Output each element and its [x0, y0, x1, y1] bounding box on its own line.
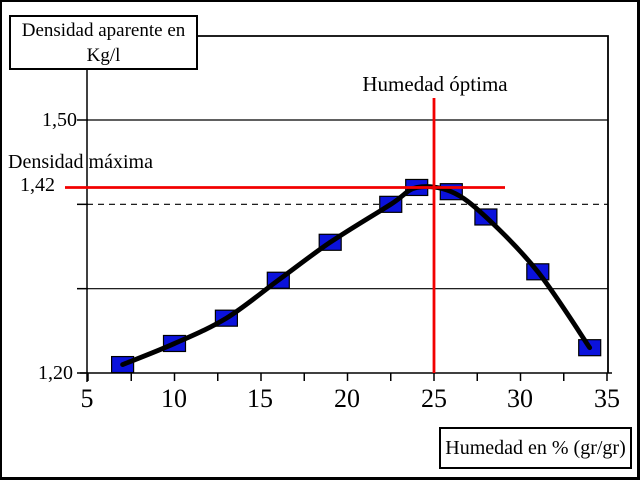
x-tick-label-15: 15: [247, 384, 273, 413]
max-density-value-label: 1,42: [20, 174, 55, 196]
x-axis-title-box: Humedad en % (gr/gr): [439, 427, 632, 469]
optimal-moisture-annotation: Humedad óptima: [362, 72, 508, 96]
y-tick-label-150: 1,50: [42, 109, 77, 131]
x-tick-label-5: 5: [80, 384, 94, 413]
y-axis-title-box: Densidad aparente en Kg/l: [9, 15, 198, 70]
y-tick-label-120: 1,20: [38, 362, 73, 384]
compaction-curve: [120, 184, 593, 367]
plot-frame: [198, 35, 609, 373]
y-axis-title-line1: Densidad aparente en: [21, 20, 186, 41]
x-tick-label-30: 30: [507, 384, 533, 413]
x-tick-label-35: 35: [594, 384, 620, 413]
x-axis-title: Humedad en % (gr/gr): [445, 437, 626, 459]
x-tick-label-25: 25: [421, 384, 447, 413]
max-density-annotation: Densidad máxima: [8, 151, 153, 173]
x-tick-label-10: 10: [161, 384, 187, 413]
x-tick-label-20: 20: [334, 384, 360, 413]
y-axis-title-line2: Kg/l: [86, 45, 121, 66]
